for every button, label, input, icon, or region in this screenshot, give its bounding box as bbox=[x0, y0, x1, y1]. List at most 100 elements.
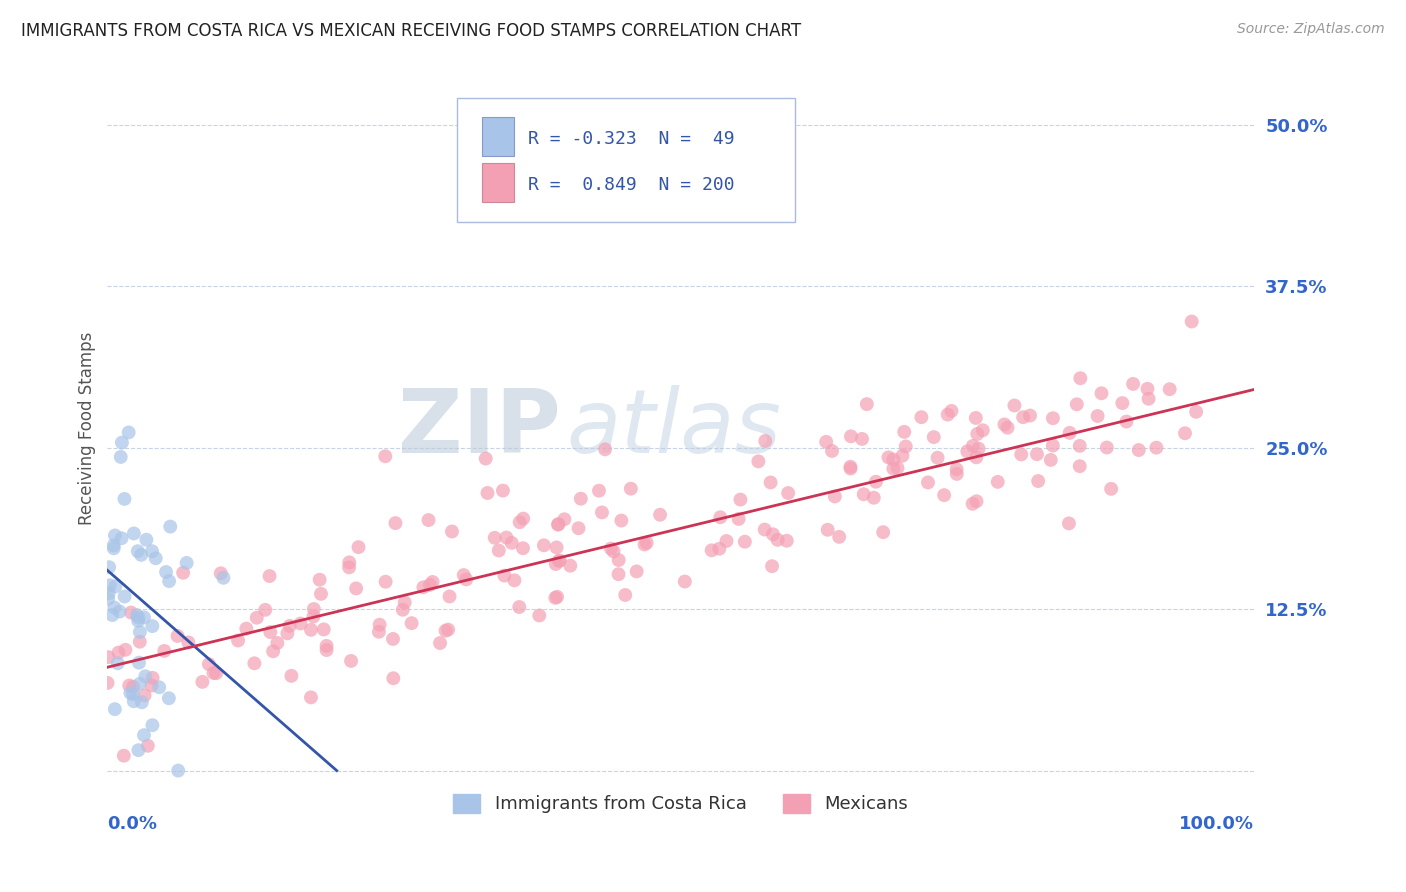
Point bbox=[422, 574, 444, 589]
Point bbox=[254, 603, 277, 617]
Point bbox=[108, 605, 131, 619]
Point bbox=[1012, 410, 1035, 425]
Point bbox=[276, 626, 298, 640]
Point bbox=[266, 636, 288, 650]
Point bbox=[1026, 447, 1049, 461]
Point bbox=[1159, 382, 1181, 396]
Point bbox=[118, 678, 141, 692]
Point bbox=[477, 486, 499, 500]
Point bbox=[761, 559, 783, 574]
FancyBboxPatch shape bbox=[457, 98, 796, 222]
Point bbox=[936, 408, 959, 422]
Point bbox=[141, 619, 163, 633]
Point bbox=[917, 475, 939, 490]
Point bbox=[176, 556, 198, 570]
Point bbox=[776, 533, 799, 548]
Point bbox=[766, 533, 789, 547]
Point bbox=[122, 687, 145, 701]
Point bbox=[136, 739, 159, 753]
Point bbox=[412, 580, 434, 594]
Point bbox=[886, 461, 908, 475]
Point bbox=[610, 514, 633, 528]
Point bbox=[987, 475, 1010, 489]
Point bbox=[134, 669, 156, 683]
Point bbox=[494, 568, 516, 582]
Point bbox=[922, 430, 945, 444]
Point bbox=[602, 544, 624, 558]
Point bbox=[125, 608, 148, 623]
Point bbox=[894, 439, 917, 453]
Point bbox=[495, 531, 517, 545]
Point bbox=[128, 677, 150, 691]
Point bbox=[114, 642, 136, 657]
Point bbox=[839, 459, 862, 474]
Point bbox=[965, 411, 987, 425]
Point bbox=[966, 426, 988, 441]
Point bbox=[567, 521, 589, 535]
Point bbox=[700, 543, 723, 558]
Point bbox=[122, 526, 145, 541]
Point bbox=[1095, 441, 1118, 455]
Point bbox=[114, 491, 136, 506]
Point bbox=[259, 569, 281, 583]
Point bbox=[159, 519, 181, 533]
Point bbox=[927, 450, 949, 465]
Point bbox=[167, 764, 190, 778]
Point bbox=[122, 680, 145, 694]
Point bbox=[391, 603, 413, 617]
Point bbox=[439, 590, 461, 604]
Point bbox=[1042, 411, 1064, 425]
Point bbox=[384, 516, 406, 530]
Point bbox=[1010, 447, 1032, 461]
Text: atlas: atlas bbox=[567, 385, 780, 471]
Point bbox=[278, 619, 301, 633]
Point bbox=[212, 571, 235, 585]
Point bbox=[299, 690, 322, 705]
Point bbox=[709, 510, 731, 524]
Point bbox=[484, 531, 506, 545]
Point bbox=[548, 554, 571, 568]
Point bbox=[135, 533, 157, 547]
Point bbox=[716, 533, 738, 548]
Point bbox=[648, 508, 671, 522]
Point bbox=[972, 423, 994, 437]
Point bbox=[934, 488, 956, 502]
Point bbox=[1099, 482, 1122, 496]
Point bbox=[246, 611, 269, 625]
Point bbox=[127, 544, 149, 558]
Point bbox=[817, 523, 839, 537]
FancyBboxPatch shape bbox=[482, 117, 515, 156]
Point bbox=[128, 634, 150, 648]
Point bbox=[382, 671, 405, 685]
Point bbox=[967, 442, 990, 456]
Point bbox=[153, 644, 176, 658]
Point bbox=[1039, 453, 1062, 467]
Point bbox=[626, 565, 648, 579]
Point bbox=[747, 454, 769, 468]
Point bbox=[97, 591, 120, 606]
Point bbox=[882, 452, 904, 467]
Point bbox=[141, 679, 163, 693]
Text: ZIP: ZIP bbox=[398, 384, 561, 472]
Text: IMMIGRANTS FROM COSTA RICA VS MEXICAN RECEIVING FOOD STAMPS CORRELATION CHART: IMMIGRANTS FROM COSTA RICA VS MEXICAN RE… bbox=[21, 22, 801, 40]
Point bbox=[290, 616, 312, 631]
Point bbox=[141, 544, 163, 558]
Point bbox=[308, 573, 330, 587]
Point bbox=[142, 671, 165, 685]
Point bbox=[1137, 392, 1160, 406]
Point bbox=[503, 574, 526, 588]
Point bbox=[1174, 426, 1197, 441]
Point bbox=[374, 574, 396, 589]
Point bbox=[128, 624, 150, 639]
Point bbox=[243, 657, 266, 671]
Point bbox=[1087, 409, 1109, 423]
Point bbox=[374, 450, 396, 464]
Point bbox=[104, 702, 127, 716]
Point bbox=[709, 541, 731, 556]
Point bbox=[941, 404, 963, 418]
Point bbox=[429, 636, 451, 650]
Point bbox=[177, 635, 200, 649]
Point bbox=[512, 541, 534, 556]
Point bbox=[107, 646, 129, 660]
Point bbox=[508, 600, 530, 615]
